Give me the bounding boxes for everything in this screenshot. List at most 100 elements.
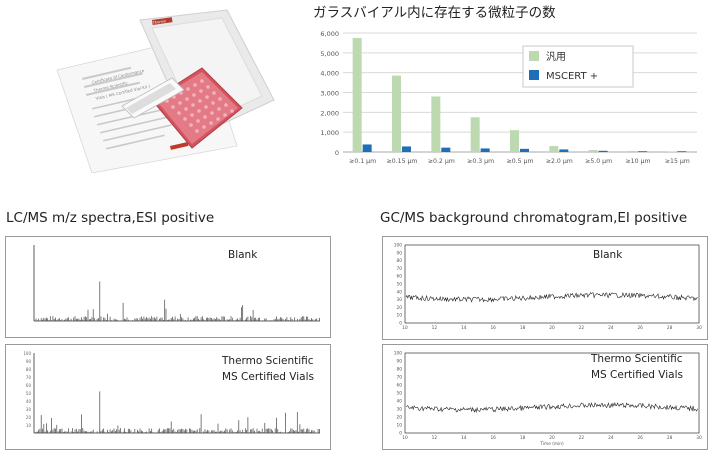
gc-xtick-label: 30 <box>696 435 702 441</box>
gc-xtick-label: 16 <box>490 325 496 331</box>
gcms-section-title: GC/MS background chromatogram,EI positiv… <box>380 210 688 226</box>
bar-mscert <box>362 144 372 152</box>
bar-general <box>352 37 362 153</box>
gc-xtick-label: 24 <box>608 325 614 331</box>
bar-ytick-label: 6,000 <box>320 30 339 38</box>
bar-xtick-label: ≥15 μm <box>665 158 690 165</box>
lc-spectrum-trace <box>35 391 320 433</box>
bar-mscert <box>598 150 608 152</box>
bar-xtick-label: ≥0.3 μm <box>467 158 494 165</box>
gc-xtick-label: 10 <box>402 325 408 331</box>
lc-ytick-label: 20 <box>26 415 32 420</box>
gc-xtick-label: 30 <box>696 325 702 331</box>
bar-mscert <box>402 146 411 152</box>
product-photo: Certificate of Conformance Thermo Scient… <box>56 9 275 173</box>
bar-general <box>628 151 637 152</box>
gc-ytick-label: 70 <box>397 375 403 381</box>
legend-swatch-mscert <box>529 70 539 80</box>
gc-xlabel: Time (min) <box>539 441 564 447</box>
gc-chromatogram-trace <box>405 401 698 414</box>
gc-xtick-label: 24 <box>608 435 614 441</box>
bar-mscert <box>441 147 451 152</box>
gcms-blank-label: Blank <box>593 249 623 261</box>
gc-xtick-label: 22 <box>579 325 585 331</box>
gc-xtick-label: 22 <box>579 435 585 441</box>
gc-ytick-label: 50 <box>397 282 403 288</box>
bar-ytick-label: 2,000 <box>320 109 339 117</box>
gc-ytick-label: 10 <box>397 313 403 319</box>
lc-ytick-label: 10 <box>26 423 32 428</box>
lcms-mscert-panel: 100 90 80 70 60 50 40 30 20 10 Thermo Scientific … <box>5 344 331 450</box>
gc-ytick-label: 0 <box>399 321 402 327</box>
bar-ytick-label: 4,000 <box>320 70 339 78</box>
lc-ytick-label: 50 <box>26 391 32 396</box>
lc-ytick-label: 80 <box>26 367 32 372</box>
legend-label-mscert: MSCERT + <box>546 71 598 82</box>
bar-legend: 汎用 MSCERT + <box>522 45 634 88</box>
lc-ytick-label: 70 <box>26 375 32 380</box>
bar-general <box>510 130 519 152</box>
bar-general <box>392 75 401 152</box>
gc-ytick-label: 20 <box>397 415 403 421</box>
bar-ytick-label: 1,000 <box>320 129 339 137</box>
lc-ytick-label: 60 <box>26 383 32 388</box>
bar-general <box>588 150 598 152</box>
lc-ytick-label: 90 <box>26 359 32 364</box>
lcms-blank-panel: Blank <box>5 236 331 338</box>
bar-ytick-label: 5,000 <box>320 50 339 58</box>
gc-xtick-label: 16 <box>490 435 496 441</box>
bar-xtick-label: ≥0.15 μm <box>387 158 418 165</box>
lc-spectrum-trace <box>35 281 320 321</box>
gc-ytick-label: 30 <box>397 407 403 413</box>
bar-mscert <box>520 148 529 152</box>
lcms-blank-spectrum <box>33 245 320 322</box>
gc-ytick-label: 60 <box>397 274 403 280</box>
legend-swatch-general <box>529 51 539 61</box>
gcms-blank-panel: 100 90 80 70 60 50 40 30 20 10 0 10 12 14 16 18 20 22 24 26… <box>382 236 708 340</box>
gc-xtick-label: 26 <box>637 325 643 331</box>
bar-chart-title: ガラスバイアル内に存在する微粒子の数 <box>313 5 556 21</box>
bar-general <box>549 146 559 152</box>
bar-xtick-label: ≥0.1 μm <box>349 158 376 165</box>
gc-ytick-label: 10 <box>397 423 403 429</box>
gc-xtick-label: 20 <box>549 325 555 331</box>
bar-ytick-label: 0 <box>335 149 339 157</box>
bar-mscert <box>480 148 490 152</box>
gc-xtick-label: 28 <box>667 325 673 331</box>
gc-xtick-label: 18 <box>520 325 526 331</box>
bar-mscert <box>638 151 647 152</box>
bar-xtick-label: ≥0.5 μm <box>507 158 534 165</box>
legend-label-general: 汎用 <box>546 50 566 63</box>
bar-xtick-label: ≥5.0 μm <box>585 158 612 165</box>
gc-ytick-label: 40 <box>397 289 403 295</box>
gc-ytick-label: 40 <box>397 399 403 405</box>
gc-xtick-label: 20 <box>549 435 555 441</box>
particle-bar-chart: ガラスバイアル内に存在する微粒子の数 0 1,000 2,000 3,000 4,000… <box>313 5 697 165</box>
gc-ytick-label: 100 <box>394 351 402 357</box>
bar-xtick-label: ≥2.0 μm <box>546 158 573 165</box>
bar-mscert <box>677 151 687 152</box>
lcms-blank-label: Blank <box>228 249 258 261</box>
svg-text:Thermo: Thermo <box>152 19 167 25</box>
gc-ytick-label: 20 <box>397 305 403 311</box>
gcms-mscert-label-line1: Thermo Scientific <box>591 353 683 365</box>
gc-xtick-label: 14 <box>461 435 467 441</box>
gc-xtick-label: 10 <box>402 435 408 441</box>
bar-general <box>470 117 480 152</box>
lcms-mscert-label-line2: MS Certified Vials <box>222 371 314 383</box>
bar-mscert <box>559 149 569 152</box>
gc-ytick-label: 90 <box>397 250 403 256</box>
lc-ytick-label: 40 <box>26 399 32 404</box>
gc-ytick-label: 80 <box>397 367 403 373</box>
gc-xtick-label: 12 <box>432 435 438 441</box>
bar-general <box>667 151 677 152</box>
bar-ytick-label: 3,000 <box>320 90 339 98</box>
gc-chromatogram-trace <box>405 291 698 303</box>
bar-general <box>431 96 441 152</box>
gc-ytick-label: 30 <box>397 297 403 303</box>
gc-xtick-label: 14 <box>461 325 467 331</box>
gc-ytick-label: 60 <box>397 383 403 389</box>
gc-xtick-label: 28 <box>667 435 673 441</box>
